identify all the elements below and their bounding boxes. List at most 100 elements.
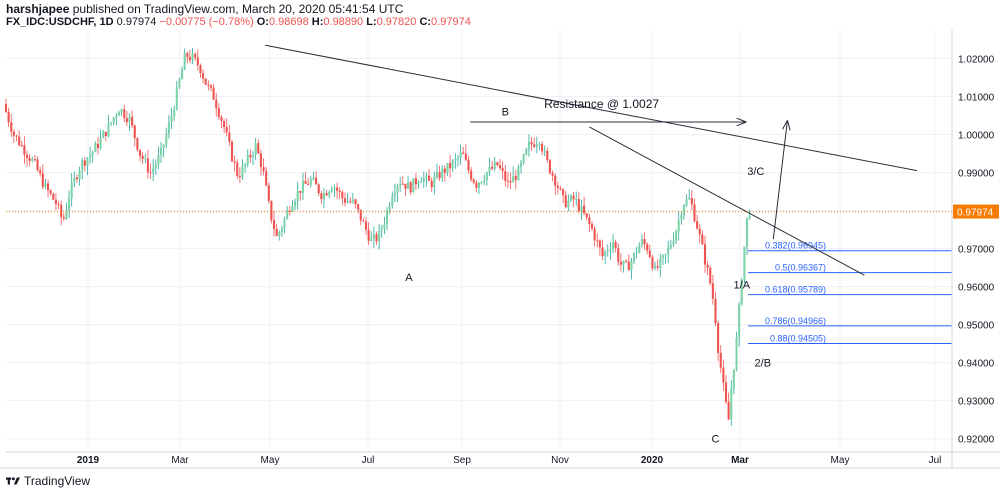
close-key: C:	[419, 16, 432, 28]
candle-body	[165, 133, 168, 145]
candle-body	[475, 182, 478, 188]
candle-body	[112, 117, 115, 123]
candle-body	[68, 197, 71, 210]
candle-body	[375, 234, 378, 242]
tradingview-logo-icon	[6, 477, 20, 485]
candle-body	[343, 198, 347, 203]
author-name[interactable]: harshjapee	[6, 2, 70, 16]
candle-body	[18, 136, 21, 146]
x-tick-label: May	[831, 455, 850, 466]
candle-body	[372, 234, 375, 239]
candle-body	[396, 185, 399, 193]
candle-body	[286, 210, 289, 219]
candle-body	[682, 205, 686, 216]
candle-body	[488, 166, 491, 173]
candle-body	[640, 238, 643, 245]
candle-body	[446, 162, 449, 173]
candle-body	[346, 201, 349, 203]
candle-body	[572, 195, 575, 200]
candle-body	[496, 162, 499, 166]
candle-body	[635, 252, 638, 254]
candle-body	[159, 147, 163, 156]
resistance-annotation: Resistance @ 1.0027	[544, 97, 659, 111]
candle-body	[732, 369, 735, 389]
published-text: published on TradingView.com, March 20, …	[72, 2, 404, 16]
candle-body	[535, 144, 538, 147]
candle-body	[585, 213, 588, 218]
open-value: 0.98698	[268, 16, 309, 28]
candle-body	[730, 388, 733, 420]
candle-body	[199, 65, 202, 74]
candle-body	[688, 198, 691, 200]
low-value: 0.97820	[376, 16, 417, 28]
candle-body	[301, 180, 304, 193]
candle-body	[4, 104, 8, 112]
candle-body	[677, 219, 680, 232]
candle-body	[462, 152, 465, 154]
candle-body	[438, 171, 441, 179]
candle-body	[7, 111, 10, 123]
candle-body	[630, 260, 633, 271]
candle-body	[388, 206, 391, 211]
candle-body	[367, 229, 370, 241]
candle-body	[370, 238, 373, 241]
candle-body	[157, 155, 160, 165]
candle-body	[575, 199, 578, 201]
y-tick-label: 0.94000	[958, 359, 995, 370]
candle-body	[404, 183, 407, 189]
candle-body	[288, 210, 291, 212]
candle-body	[470, 170, 473, 180]
candle-body	[317, 184, 320, 194]
wave-labels: A B C 1/A 2/B 3/C Resistance @ 1.0027	[405, 97, 771, 446]
candle-body	[351, 199, 354, 202]
symbol-label: FX_IDC:USDCHF, 1D	[6, 16, 114, 28]
candle-body	[406, 182, 410, 189]
candle-body	[483, 180, 486, 182]
brand-name: TradingView	[24, 474, 91, 488]
candle-body	[128, 116, 131, 123]
candle-body	[685, 199, 688, 206]
candle-body	[698, 228, 701, 235]
candle-body	[333, 187, 336, 190]
candle-body	[504, 171, 507, 181]
candle-body	[28, 157, 31, 161]
candle-body	[659, 258, 662, 268]
symbol-ohlc: FX_IDC:USDCHF, 1D 0.97974 −0.00775 (−0.7…	[6, 16, 471, 28]
candle-body	[738, 304, 741, 338]
candle-body	[233, 161, 236, 163]
candle-body	[711, 283, 714, 299]
candle-body	[357, 204, 360, 210]
candle-body	[714, 298, 717, 324]
candle-body	[170, 116, 173, 123]
candle-body	[104, 131, 107, 136]
candle-body	[391, 196, 394, 207]
candle-body	[509, 181, 512, 183]
y-tick-label: 0.93000	[958, 397, 995, 408]
candle-body	[220, 117, 223, 122]
footer-brand[interactable]: TradingView	[6, 472, 90, 490]
candle-body	[719, 352, 722, 368]
candle-body	[745, 217, 749, 247]
candle-body	[270, 200, 273, 221]
candle-body	[428, 175, 431, 181]
fib-level-label: 0.5(0.96367)	[775, 263, 826, 273]
candle-body	[493, 162, 496, 169]
candle-body	[514, 175, 517, 181]
chart-header: harshjapee published on TradingView.com,…	[0, 0, 1000, 30]
candle-body	[648, 250, 651, 258]
candle-body	[680, 215, 683, 220]
candle-body	[598, 240, 601, 248]
candle-body	[275, 228, 278, 236]
candle-body	[501, 168, 504, 172]
candle-body	[62, 217, 65, 219]
price-chart[interactable]: 0.382(0.96945) 0.5(0.96367) 0.618(0.95789)…	[0, 0, 1000, 472]
candle-body	[328, 191, 331, 196]
candle-body	[354, 199, 357, 205]
candle-body	[138, 149, 142, 156]
candle-body	[54, 199, 57, 204]
candle-body	[724, 382, 728, 402]
candle-body	[49, 190, 52, 194]
y-tick-label: 0.95000	[958, 321, 995, 332]
x-tick-label: Mar	[171, 455, 189, 466]
candle-body	[593, 228, 596, 241]
